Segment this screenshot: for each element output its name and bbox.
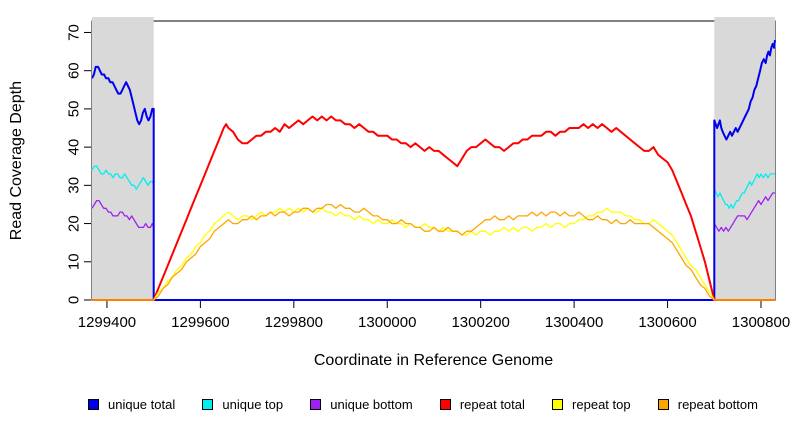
repeat-top-swatch: [552, 399, 564, 410]
legend-label-repeat-bottom: repeat bottom: [677, 397, 758, 412]
y-tick-label: 10: [65, 253, 82, 270]
x-tick-label: 1299600: [171, 314, 229, 331]
y-tick-label: 30: [66, 177, 83, 194]
legend-label-unique-bottom: unique bottom: [330, 397, 413, 412]
y-tick-label: 50: [66, 101, 83, 118]
x-tick-label: 1300400: [545, 314, 603, 331]
x-tick-label: 1299400: [78, 314, 136, 331]
x-tick-label: 1300200: [451, 314, 509, 331]
x-tick-label: 1300000: [358, 314, 416, 331]
series-line-repeat-bottom: [92, 203, 775, 301]
y-tick-label: 0: [66, 296, 83, 304]
legend-label-repeat-top: repeat top: [572, 397, 631, 412]
y-tick-label: 20: [65, 215, 82, 232]
y-tick-label: 40: [66, 139, 83, 156]
unique-total-swatch: [88, 399, 99, 410]
plot-box: [91, 20, 776, 301]
series-line-unique-top: [91, 165, 775, 301]
legend-label-unique-top: unique top: [222, 397, 284, 412]
x-tick-label: 1299800: [265, 314, 323, 331]
unique-top-swatch: [202, 399, 214, 410]
x-axis-title: Coordinate in Reference Genome: [313, 352, 554, 369]
repeat-total-swatch: [439, 399, 451, 410]
x-tick-label: 1300800: [732, 314, 790, 331]
legend-label-unique-total: unique total: [108, 397, 176, 412]
unique-bottom-swatch: [310, 399, 322, 410]
x-tick-label: 1300600: [638, 314, 696, 331]
series-line-unique-total: [91, 39, 776, 301]
legend-item-repeat-top: repeat top: [552, 397, 631, 412]
shaded-region: [714, 17, 775, 300]
series-line-unique-bottom: [91, 192, 775, 301]
legend: unique total unique top unique bottom repea…: [88, 397, 758, 412]
legend-item-unique-total: unique total: [88, 397, 175, 412]
coverage-plot: 1299400 1299600 1299800 1300000 1300200 13004…: [65, 17, 790, 331]
y-axis-title-wrap: Read Coverage Depth: [4, 21, 30, 300]
legend-item-repeat-bottom: repeat bottom: [657, 397, 758, 412]
shaded-region: [92, 17, 154, 300]
series-line-repeat-total: [92, 115, 775, 301]
legend-item-unique-top: unique top: [202, 397, 283, 412]
legend-item-unique-bottom: unique bottom: [310, 397, 413, 412]
legend-label-repeat-total: repeat total: [459, 397, 525, 412]
legend-item-repeat-total: repeat total: [439, 397, 525, 412]
y-tick-label: 70: [65, 24, 82, 41]
y-tick-label: 60: [65, 62, 82, 79]
y-axis-title: Read Coverage Depth: [8, 80, 25, 241]
repeat-bottom-swatch: [657, 399, 669, 410]
series-line-repeat-top: [92, 207, 775, 301]
